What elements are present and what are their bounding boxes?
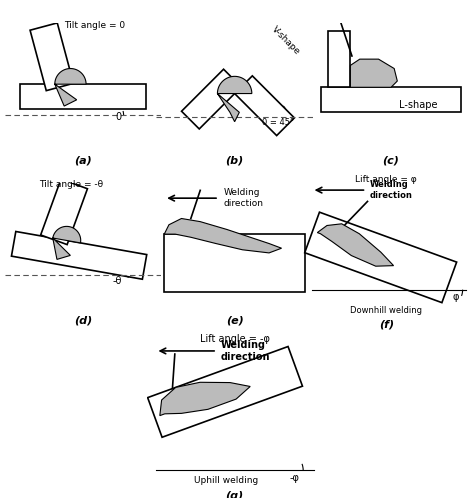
- Polygon shape: [147, 347, 302, 437]
- Bar: [333, 14, 346, 20]
- Text: φ: φ: [453, 292, 459, 302]
- Text: V-shape: V-shape: [270, 24, 302, 56]
- Text: (g): (g): [226, 491, 244, 498]
- Polygon shape: [20, 84, 146, 109]
- Polygon shape: [350, 59, 397, 87]
- Polygon shape: [53, 227, 81, 259]
- Text: (e): (e): [226, 315, 244, 325]
- Polygon shape: [55, 69, 86, 106]
- Text: (a): (a): [74, 156, 92, 166]
- Polygon shape: [328, 31, 350, 87]
- Polygon shape: [218, 76, 252, 122]
- Polygon shape: [317, 224, 393, 266]
- Text: Downhill welding: Downhill welding: [350, 306, 422, 315]
- Polygon shape: [160, 382, 250, 416]
- Text: (f): (f): [379, 320, 394, 330]
- Text: 0 = 45°: 0 = 45°: [262, 118, 294, 127]
- Text: Lift angle = -φ: Lift angle = -φ: [200, 334, 270, 344]
- Text: Uphill welding: Uphill welding: [194, 476, 258, 485]
- Text: Welding
direction: Welding direction: [224, 188, 264, 208]
- Polygon shape: [182, 69, 241, 129]
- Polygon shape: [11, 232, 147, 279]
- Text: (d): (d): [74, 315, 92, 325]
- Text: Welding
direction: Welding direction: [220, 340, 270, 362]
- Polygon shape: [305, 212, 456, 303]
- Text: Tilt angle = 0: Tilt angle = 0: [64, 21, 125, 30]
- Text: Lift angle = φ: Lift angle = φ: [356, 175, 417, 184]
- Text: (c): (c): [383, 156, 400, 166]
- Polygon shape: [164, 219, 282, 253]
- Text: -θ: -θ: [113, 276, 122, 286]
- Text: Tilt angle = -θ: Tilt angle = -θ: [39, 180, 103, 189]
- Text: Welding
direction: Welding direction: [370, 180, 412, 200]
- Polygon shape: [164, 234, 305, 292]
- Text: (b): (b): [226, 156, 244, 166]
- Polygon shape: [41, 179, 87, 245]
- Text: 0: 0: [116, 112, 122, 122]
- Polygon shape: [235, 76, 294, 135]
- Text: -φ: -φ: [290, 473, 300, 483]
- Polygon shape: [321, 87, 461, 113]
- Text: L-shape: L-shape: [399, 100, 438, 110]
- Polygon shape: [30, 23, 73, 91]
